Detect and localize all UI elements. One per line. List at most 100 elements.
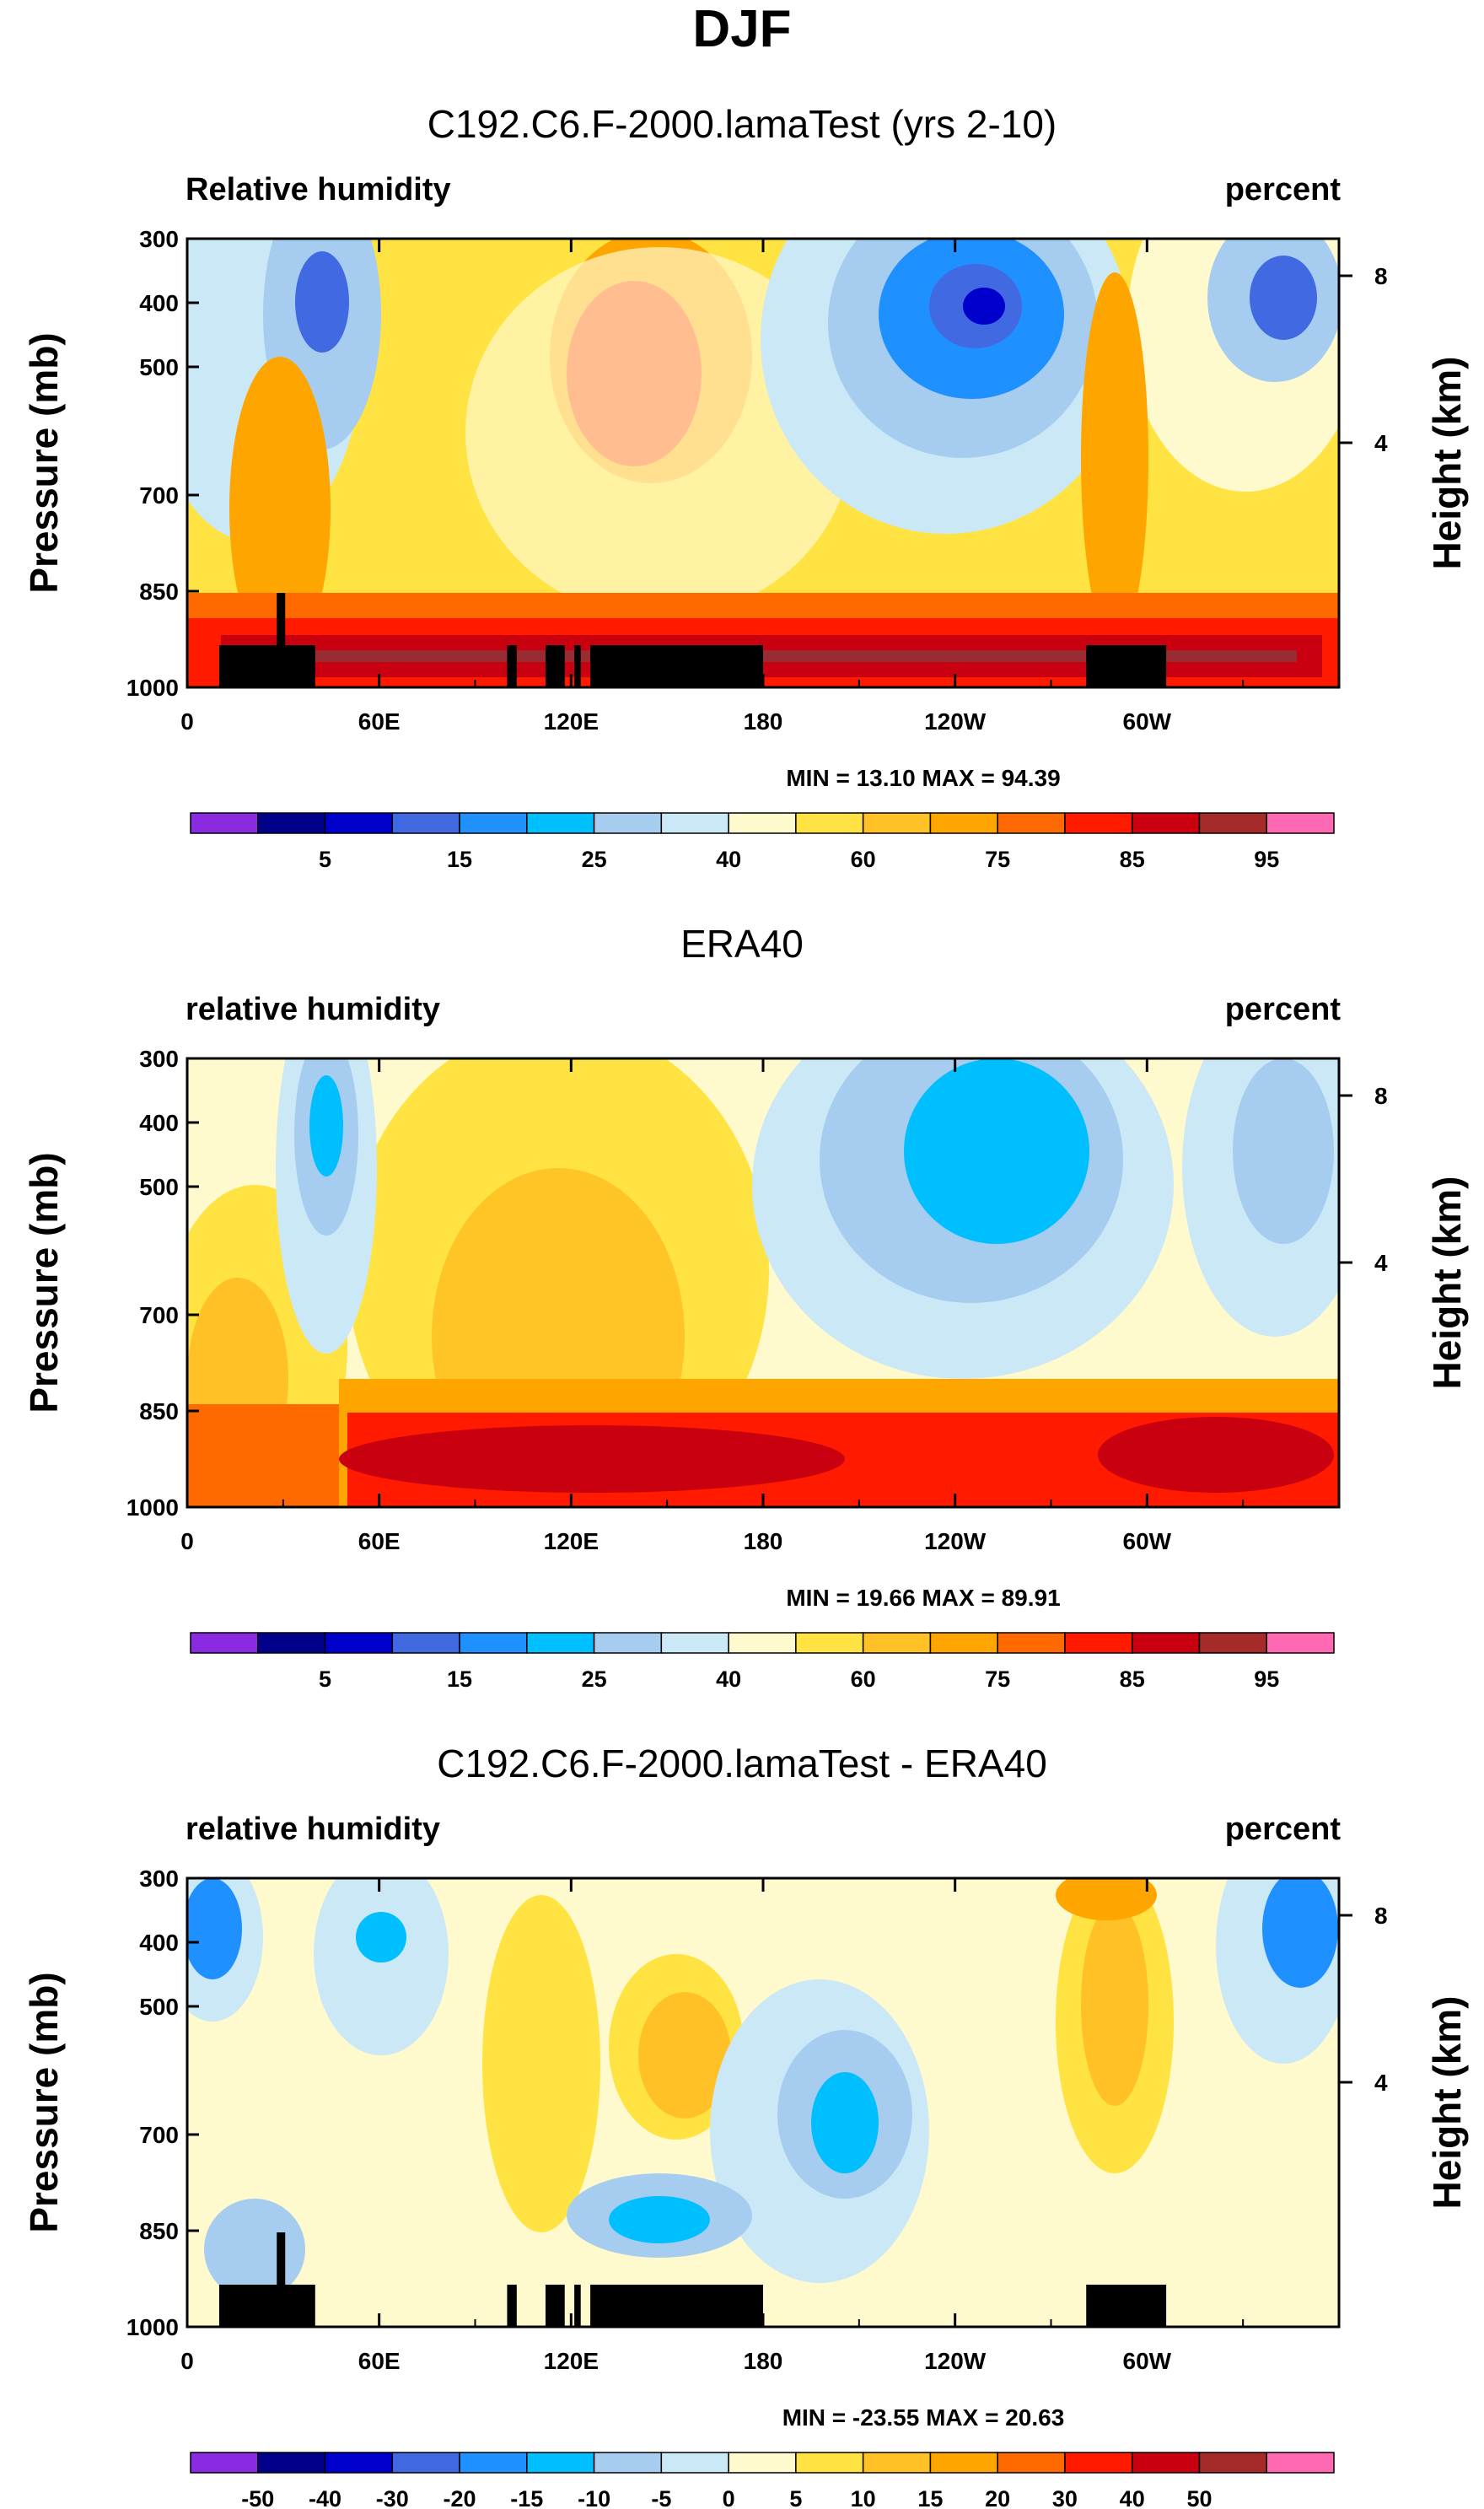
x-tick-label: 0 <box>180 708 194 735</box>
colorbar-swatch <box>324 2452 394 2474</box>
contour-region <box>638 1992 731 2119</box>
contour-region <box>187 1878 242 1979</box>
colorbar-swatch <box>190 2452 259 2474</box>
contour-region <box>482 1895 600 2232</box>
panel-era40: ERA40 relative humidity percent 300 40 0 50… <box>22 922 1469 1692</box>
contour-region <box>1233 1058 1334 1244</box>
colorbar-swatch <box>660 812 729 834</box>
y2-axis-title: Height (km) <box>1425 357 1469 570</box>
y2-tick-label: 4 <box>1374 1250 1388 1276</box>
colorbar-swatch <box>1064 1632 1133 1654</box>
y-axis-title: Pressure (mb) <box>22 332 66 593</box>
colorbar-label: 85 <box>1120 1666 1145 1692</box>
contour-region <box>609 2196 710 2243</box>
panel-heading: C192.C6.F-2000.lamaTest - ERA40 <box>437 1742 1047 1785</box>
colorbar-swatch <box>728 812 797 834</box>
y2-tick-label: 4 <box>1374 430 1388 456</box>
y-tick-label: 700 <box>139 1302 179 1328</box>
contour-region <box>1262 1878 1338 1988</box>
colorbar-swatch <box>997 2452 1066 2474</box>
y2-tick-label: 8 <box>1374 1903 1388 1929</box>
terrain-mask <box>545 2285 565 2327</box>
colorbar-label: 85 <box>1120 847 1145 872</box>
colorbar-swatch <box>1064 2452 1133 2474</box>
x-tick-label: 60E <box>358 708 401 735</box>
colorbar-swatch <box>795 1632 864 1654</box>
y2-axis-title: Height (km) <box>1425 1176 1469 1390</box>
colorbar-swatch <box>1266 812 1335 834</box>
colorbar-label: -5 <box>651 2486 671 2509</box>
y-tick-label: 500 <box>139 1174 179 1200</box>
right-label: percent <box>1225 992 1342 1027</box>
colorbar-label: -15 <box>510 2486 543 2509</box>
colorbar-swatch <box>1064 812 1133 834</box>
x-tick-label: 120W <box>924 2348 987 2374</box>
colorbar-swatch <box>862 2452 932 2474</box>
x-tick-label: 60W <box>1123 708 1172 735</box>
y-axis-title: Pressure (mb) <box>22 1972 66 2232</box>
colorbar-swatch <box>257 2452 326 2474</box>
terrain-mask <box>574 645 581 687</box>
colorbar-swatch <box>391 812 460 834</box>
contour-region <box>465 247 853 618</box>
contour-plot: 300 400 500 700 850 1000 8 4 0 60E 120E 180 120W 60W P… <box>22 1866 1469 2374</box>
x-tick-label: 0 <box>180 1528 194 1554</box>
contour-region <box>1081 1903 1148 2106</box>
colorbar: 5 15 25 40 60 75 85 95 <box>190 812 1335 872</box>
panel-heading: C192.C6.F-2000.lamaTest (yrs 2-10) <box>427 102 1057 146</box>
colorbar-swatch <box>257 812 326 834</box>
contour-plot: 300 400 500 700 850 1000 8 4 0 60E 120E 180 120W 60W P… <box>22 226 1469 735</box>
y-tick-label: 400 <box>139 1930 179 1956</box>
y-tick-label: 1000 <box>126 2314 179 2340</box>
x-tick-label: 60W <box>1123 1528 1172 1554</box>
y-tick-label: 1000 <box>126 675 179 701</box>
terrain-mask <box>590 645 763 687</box>
colorbar-label: 60 <box>851 847 876 872</box>
y-tick-label: 500 <box>139 1994 179 2020</box>
terrain-mask <box>507 645 517 687</box>
y-tick-label: 850 <box>139 579 179 605</box>
y-tick-label: 700 <box>139 2122 179 2148</box>
y-tick-label: 400 <box>139 290 179 316</box>
colorbar-swatch <box>391 1632 460 1654</box>
x-tick-label: 120E <box>544 708 599 735</box>
colorbar-swatch <box>1198 1632 1267 1654</box>
y2-tick-label: 4 <box>1374 2070 1388 2096</box>
contour-region <box>963 288 1005 325</box>
contour-field <box>187 1878 1339 2327</box>
colorbar-swatch <box>593 812 663 834</box>
colorbar-swatch <box>593 1632 663 1654</box>
left-label: relative humidity <box>186 992 440 1027</box>
colorbar-label: 20 <box>985 2486 1010 2509</box>
panel-model: C192.C6.F-2000.lamaTest (yrs 2-10) Relat… <box>22 102 1469 872</box>
contour-region <box>1098 1417 1334 1493</box>
colorbar-swatch <box>728 2452 797 2474</box>
x-tick-label: 180 <box>744 1528 783 1554</box>
panel-heading: ERA40 <box>680 922 804 966</box>
y-tick-label: 300 <box>139 1046 179 1072</box>
colorbar: -50 -40 -30 -20 -15 -10 -5 0 5 10 15 20 30 40 50 <box>190 2452 1335 2509</box>
contour-region <box>339 1425 845 1493</box>
x-tick-label: 120W <box>924 1528 987 1554</box>
y-tick-label: 700 <box>139 482 179 509</box>
colorbar-swatch <box>593 2452 663 2474</box>
colorbar-label: 0 <box>723 2486 735 2509</box>
colorbar-label: 5 <box>319 1666 331 1692</box>
colorbar-swatch <box>324 812 394 834</box>
contour-region <box>1056 1878 1157 1920</box>
colorbar-swatch <box>1198 812 1267 834</box>
colorbar-label: 95 <box>1254 847 1279 872</box>
colorbar-label: 30 <box>1052 2486 1078 2509</box>
colorbar-swatch <box>190 812 259 834</box>
colorbar-swatch <box>324 1632 394 1654</box>
colorbar-swatch <box>526 2452 595 2474</box>
colorbar-swatch <box>526 812 595 834</box>
x-tick-label: 0 <box>180 2348 194 2374</box>
colorbar-label: 5 <box>789 2486 802 2509</box>
colorbar-label: 15 <box>447 847 472 872</box>
colorbar-label: 40 <box>716 847 741 872</box>
terrain-mask <box>1086 2285 1167 2327</box>
terrain-mask <box>277 593 286 645</box>
contour-region <box>356 1912 406 1963</box>
colorbar-label: 40 <box>716 1666 741 1692</box>
